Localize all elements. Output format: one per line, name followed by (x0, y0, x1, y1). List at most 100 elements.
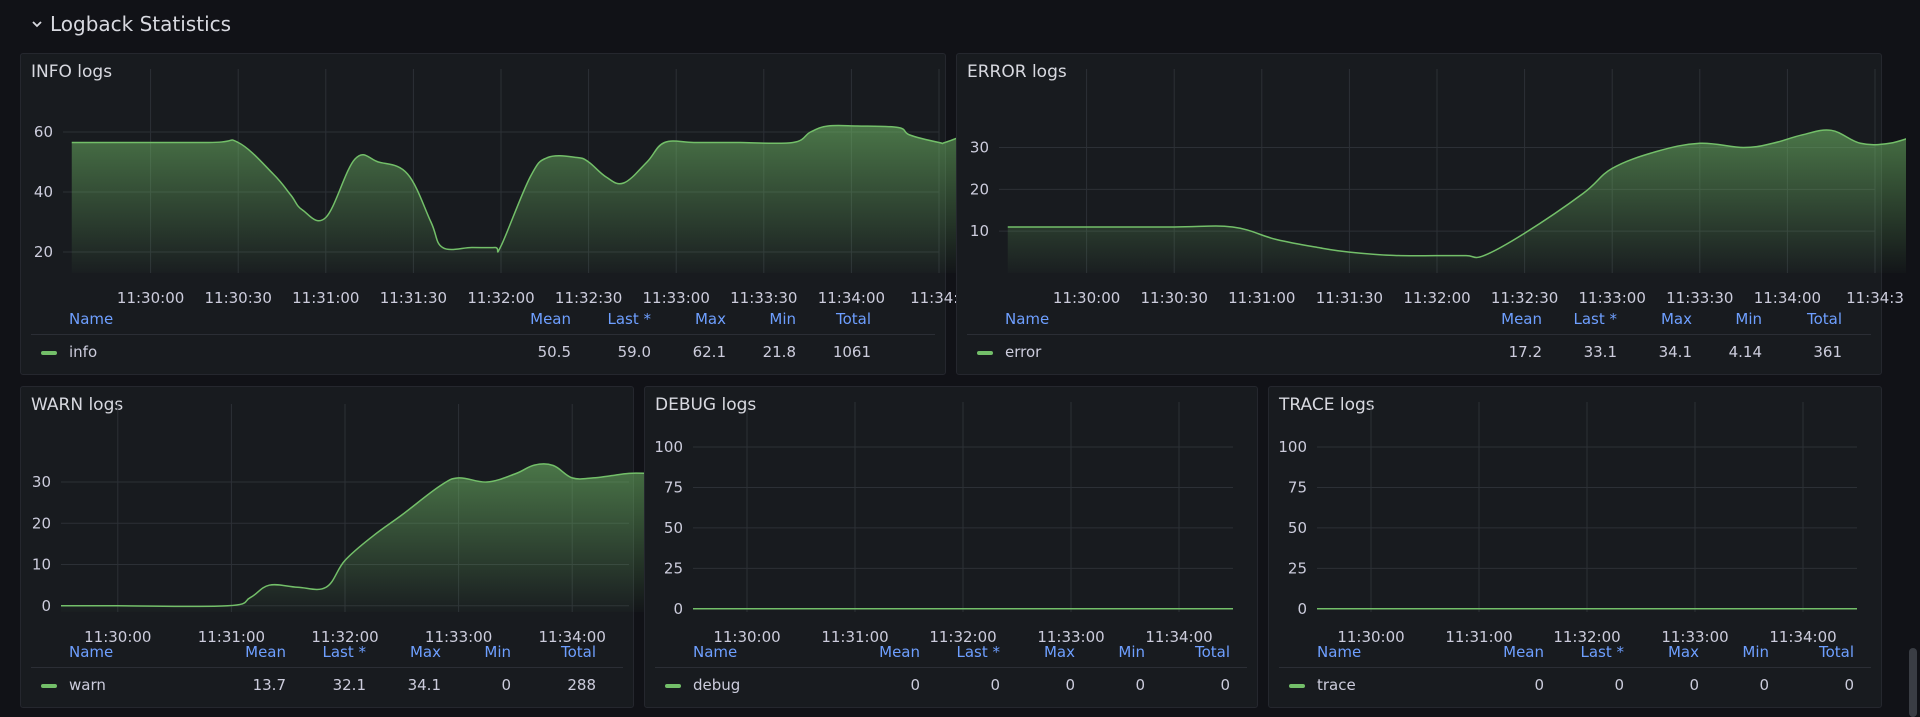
panel-title[interactable]: DEBUG logs (655, 395, 757, 415)
legend-warn: Name Mean Last * Max Min Total warn 13.7… (31, 637, 623, 698)
x-tick-label: 11:32:00 (467, 289, 534, 307)
x-tick-label: 11:31:30 (380, 289, 447, 307)
chart-info[interactable]: 20 40 60 11:30:00 11:30:30 11:31:00 11:31:30 11… (21, 54, 968, 307)
legend-header-total[interactable]: Total (1818, 643, 1854, 661)
panel-error-logs[interactable]: ERROR logs 10 20 30 11:30:00 11:30:30 11:31:0… (956, 53, 1920, 375)
legend-min: 0 (1135, 676, 1145, 694)
legend-header-mean[interactable]: Mean (1503, 643, 1544, 661)
legend-header-max[interactable]: Max (694, 310, 726, 328)
legend-header-name[interactable]: Name (693, 643, 738, 661)
x-tick-label: 11:33:30 (730, 289, 797, 307)
legend-last: 0 (990, 676, 1000, 694)
legend-header-mean[interactable]: Mean (530, 310, 571, 328)
x-tick-label: 11:31:00 (292, 289, 359, 307)
legend-header: Name Mean Last * Max Min Total (655, 637, 1247, 668)
chart-warn[interactable]: 0 10 20 30 11:30:00 11:31:00 11:32:00 11:33:00 1… (21, 387, 648, 646)
series-color-swatch[interactable] (41, 351, 57, 355)
chart-debug[interactable]: 0 25 50 75 100 11:30:00 11:31:00 11:32:00 11:33:… (645, 387, 1259, 646)
x-tick-label: 11:34:00 (1769, 628, 1836, 646)
panel-title[interactable]: WARN logs (31, 395, 124, 415)
row-header-logback-statistics[interactable]: Logback Statistics (30, 8, 231, 40)
scrollbar-thumb[interactable] (1909, 648, 1917, 717)
panel-title[interactable]: INFO logs (31, 62, 113, 82)
legend-header-min[interactable]: Min (1118, 643, 1145, 661)
legend-header-total[interactable]: Total (835, 310, 871, 328)
legend-header-total[interactable]: Total (1194, 643, 1230, 661)
x-tick-label: 11:33:00 (1661, 628, 1728, 646)
legend-header-mean[interactable]: Mean (245, 643, 286, 661)
legend-trace: Name Mean Last * Max Min Total trace 0 0… (1279, 637, 1871, 698)
series-color-swatch[interactable] (41, 684, 57, 688)
legend-total: 1061 (832, 343, 871, 361)
legend-max: 34.1 (1658, 343, 1692, 361)
x-tick-label: 11:34:00 (818, 289, 885, 307)
legend-header-max[interactable]: Max (1043, 643, 1075, 661)
x-tick-label: 11:32:00 (929, 628, 996, 646)
y-tick-label: 75 (664, 478, 683, 496)
legend-header-name[interactable]: Name (69, 310, 114, 328)
legend-header-total[interactable]: Total (560, 643, 596, 661)
row-title: Logback Statistics (50, 12, 232, 36)
legend-info: Name Mean Last * Max Min Total info 50.5… (31, 304, 935, 365)
legend-series-name[interactable]: info (69, 343, 98, 361)
panel-trace-logs[interactable]: TRACE logs 0 25 50 75 100 11:30:00 11:31:00 11:… (1268, 386, 1882, 708)
legend-row[interactable]: warn 13.7 32.1 34.1 0 288 (31, 668, 623, 698)
legend-header-last[interactable]: Last * (1580, 643, 1624, 661)
legend-series-name[interactable]: error (1005, 343, 1042, 361)
legend-header-min[interactable]: Min (1742, 643, 1769, 661)
x-tick-label: 11:32:00 (1403, 289, 1470, 307)
legend-last: 33.1 (1583, 343, 1617, 361)
panel-title[interactable]: ERROR logs (967, 62, 1067, 82)
legend-header-max[interactable]: Max (1660, 310, 1692, 328)
legend-row[interactable]: info 50.5 59.0 62.1 21.8 1061 (31, 335, 935, 365)
legend-header-min[interactable]: Min (769, 310, 796, 328)
legend-header-last[interactable]: Last * (322, 643, 366, 661)
legend-last: 59.0 (617, 343, 651, 361)
y-tick-label: 10 (32, 556, 51, 574)
legend-header-min[interactable]: Min (484, 643, 511, 661)
legend-header-name[interactable]: Name (69, 643, 114, 661)
page-scrollbar[interactable] (1906, 0, 1920, 717)
legend-series-name[interactable]: trace (1317, 676, 1356, 694)
x-tick-label: 11:31:30 (1316, 289, 1383, 307)
y-tick-label: 100 (654, 438, 683, 456)
legend-header-mean[interactable]: Mean (1501, 310, 1542, 328)
chevron-down-icon[interactable] (30, 17, 44, 31)
series-color-swatch[interactable] (1289, 684, 1305, 688)
legend-total: 361 (1813, 343, 1842, 361)
series-color-swatch[interactable] (665, 684, 681, 688)
legend-header-max[interactable]: Max (1667, 643, 1699, 661)
panel-warn-logs[interactable]: WARN logs 0 10 20 30 11:30:00 11:31:00 11:32:0… (20, 386, 648, 708)
legend-header-total[interactable]: Total (1806, 310, 1842, 328)
legend-row[interactable]: error 17.2 33.1 34.1 4.14 361 (967, 335, 1871, 365)
panel-title[interactable]: TRACE logs (1279, 395, 1375, 415)
legend-max: 34.1 (407, 676, 441, 694)
legend-row[interactable]: debug 0 0 0 0 0 (655, 668, 1247, 698)
legend-series-name[interactable]: debug (693, 676, 741, 694)
legend-mean: 0 (1534, 676, 1544, 694)
y-tick-label: 60 (34, 123, 53, 141)
panel-info-logs[interactable]: INFO logs 20 40 60 11:30:00 11:30:30 11:31:00… (20, 53, 968, 375)
x-tick-label: 11:32:30 (1491, 289, 1558, 307)
legend-debug: Name Mean Last * Max Min Total debug 0 0… (655, 637, 1247, 698)
legend-series-name[interactable]: warn (69, 676, 106, 694)
panel-debug-logs[interactable]: DEBUG logs 0 25 50 75 100 11:30:00 11:31:00 11:… (644, 386, 1258, 708)
x-tick-label: 11:33:00 (1579, 289, 1646, 307)
legend-header-last[interactable]: Last * (607, 310, 651, 328)
legend-header-last[interactable]: Last * (956, 643, 1000, 661)
legend-header-min[interactable]: Min (1735, 310, 1762, 328)
chart-error[interactable]: 10 20 30 11:30:00 11:30:30 11:31:00 11:31:30 11… (957, 54, 1920, 307)
y-tick-label: 0 (673, 600, 683, 618)
legend-header-name[interactable]: Name (1005, 310, 1050, 328)
legend-header-last[interactable]: Last * (1573, 310, 1617, 328)
legend-header-mean[interactable]: Mean (879, 643, 920, 661)
legend-header-max[interactable]: Max (409, 643, 441, 661)
chart-trace[interactable]: 0 25 50 75 100 11:30:00 11:31:00 11:32:00 11:33:… (1269, 387, 1883, 646)
legend-row[interactable]: trace 0 0 0 0 0 (1279, 668, 1871, 698)
x-tick-label: 11:33:00 (643, 289, 710, 307)
x-tick-label: 11:34:00 (539, 628, 606, 646)
legend-header-name[interactable]: Name (1317, 643, 1362, 661)
series-color-swatch[interactable] (977, 351, 993, 355)
x-tick-label: 11:33:00 (1037, 628, 1104, 646)
legend-header: Name Mean Last * Max Min Total (1279, 637, 1871, 668)
